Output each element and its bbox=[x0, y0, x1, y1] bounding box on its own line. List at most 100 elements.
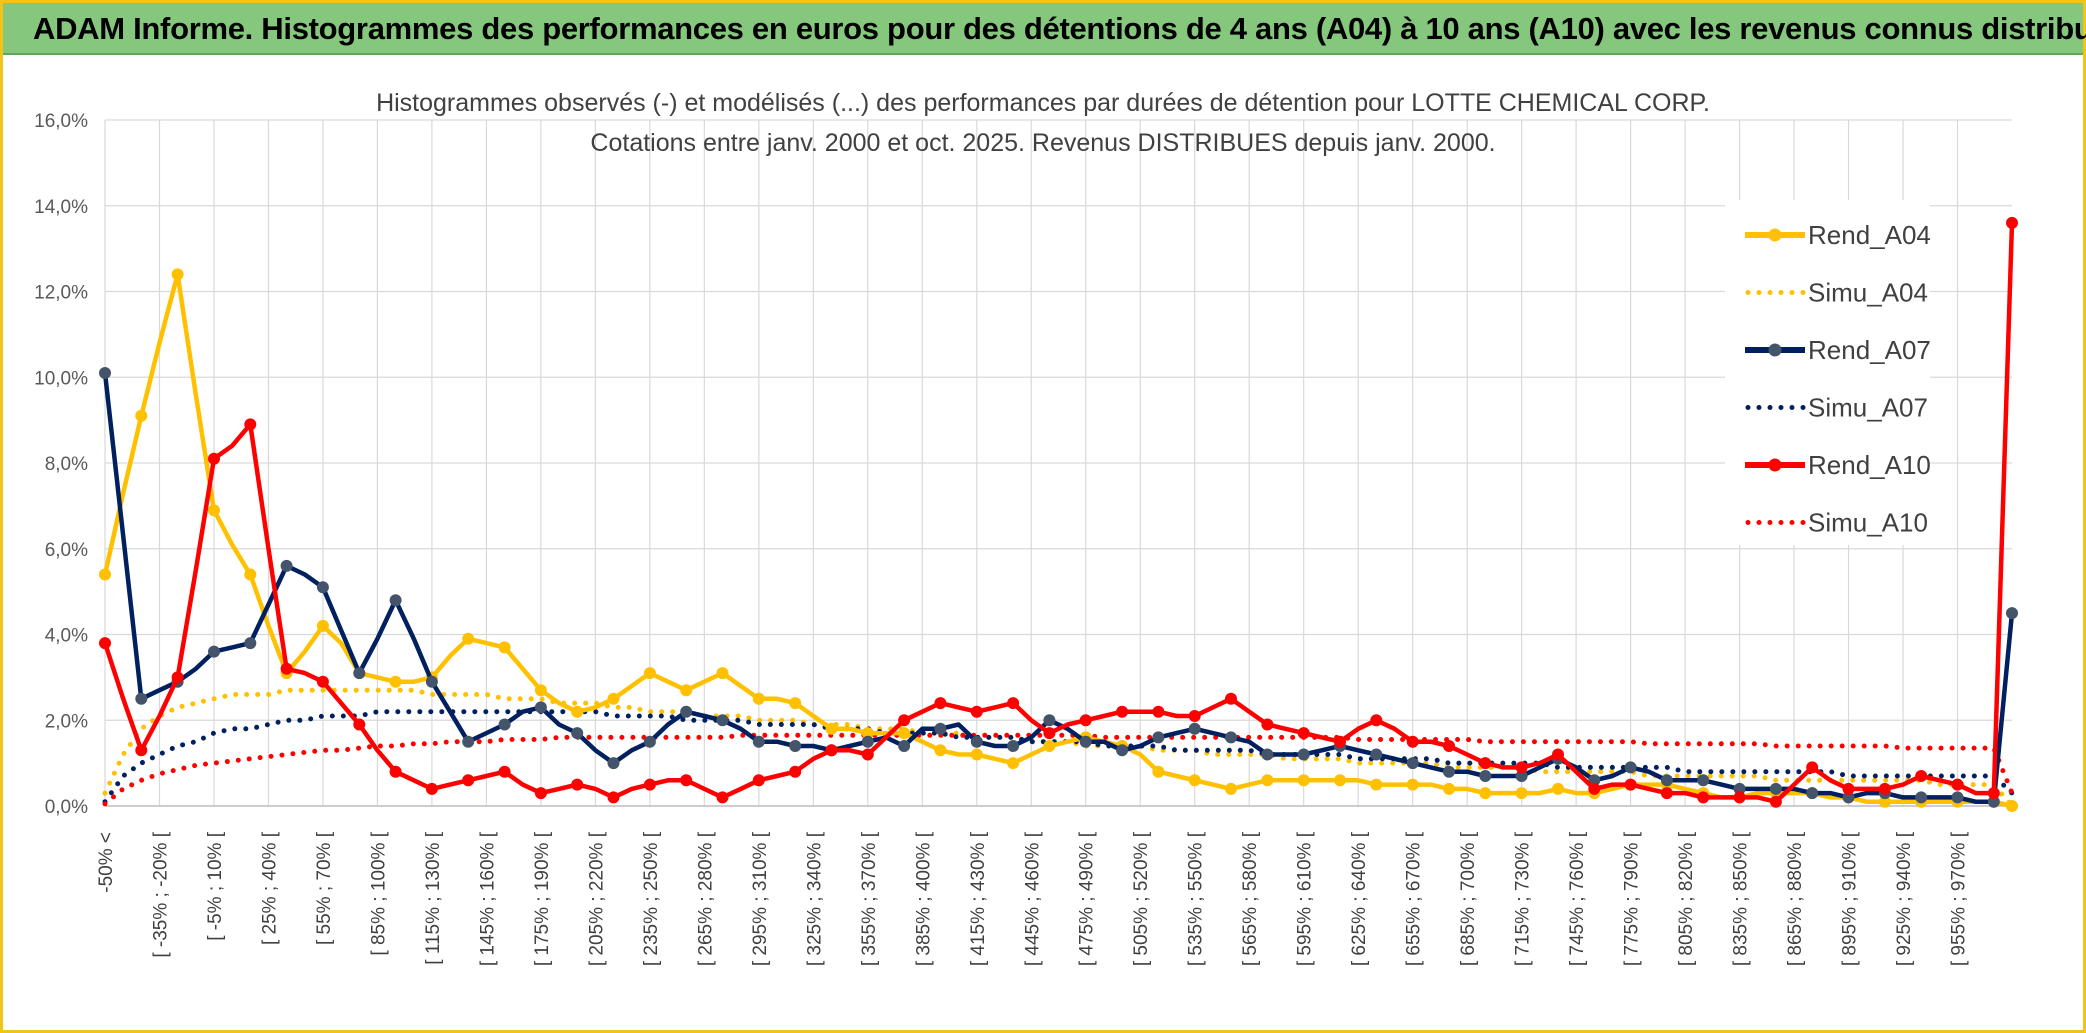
x-tick-label: [ 625% ; 640% [ bbox=[1349, 831, 1370, 966]
x-tick-label: [ 535% ; 550% [ bbox=[1186, 831, 1207, 966]
data-point bbox=[462, 632, 475, 645]
data-point bbox=[716, 667, 729, 680]
x-tick-label: [ 865% ; 880% [ bbox=[1785, 831, 1806, 966]
x-tick-label: [ 55% ; 70% [ bbox=[314, 831, 335, 945]
data-point bbox=[571, 778, 584, 791]
data-point bbox=[1406, 735, 1419, 748]
y-tick-label: 16,0% bbox=[34, 111, 88, 132]
data-point bbox=[1878, 782, 1891, 795]
data-point bbox=[171, 268, 184, 281]
data-point bbox=[1443, 782, 1455, 795]
data-point bbox=[534, 684, 547, 697]
data-point bbox=[135, 692, 148, 705]
y-tick-label: 4,0% bbox=[45, 626, 88, 647]
x-tick-label: [ 25% ; 40% [ bbox=[259, 831, 280, 945]
data-point bbox=[898, 727, 911, 740]
x-tick-label: -50% < bbox=[96, 832, 117, 893]
data-point bbox=[970, 705, 983, 718]
x-tick-label: [ 85% ; 100% [ bbox=[368, 831, 389, 955]
data-point bbox=[1225, 782, 1237, 795]
data-point bbox=[1152, 731, 1165, 744]
data-point bbox=[1297, 727, 1310, 740]
data-point bbox=[1515, 787, 1528, 800]
data-point bbox=[534, 701, 547, 714]
data-point bbox=[898, 740, 911, 752]
data-point bbox=[1552, 748, 1564, 761]
data-point bbox=[752, 774, 765, 787]
data-point bbox=[643, 778, 656, 791]
data-point bbox=[1152, 765, 1165, 778]
data-point bbox=[1806, 787, 1819, 800]
data-point bbox=[1588, 782, 1601, 795]
legend-label: Simu_A04 bbox=[1808, 278, 1928, 308]
data-point bbox=[1261, 774, 1274, 787]
y-tick-label: 6,0% bbox=[45, 540, 88, 561]
data-point bbox=[1733, 791, 1746, 804]
x-tick-label: [ 655% ; 670% [ bbox=[1404, 831, 1425, 966]
data-point bbox=[1479, 757, 1492, 770]
data-point bbox=[1225, 692, 1237, 705]
data-point bbox=[643, 667, 656, 680]
x-tick-label: [ 505% ; 520% [ bbox=[1131, 831, 1152, 966]
data-point bbox=[1443, 765, 1455, 778]
series-layer bbox=[99, 216, 2018, 812]
data-point bbox=[498, 718, 511, 731]
legend-marker bbox=[1768, 458, 1782, 472]
data-point bbox=[1987, 787, 2000, 800]
x-tick-label: [ 715% ; 730% [ bbox=[1513, 831, 1534, 966]
y-tick-label: 8,0% bbox=[45, 454, 88, 475]
data-point bbox=[1297, 748, 1310, 761]
data-point bbox=[99, 367, 111, 379]
data-point bbox=[316, 619, 329, 632]
x-tick-label: [ 175% ; 190% [ bbox=[532, 831, 553, 966]
y-tick-label: 2,0% bbox=[45, 711, 88, 732]
data-point bbox=[861, 748, 874, 761]
x-tick-label: [ 835% ; 850% [ bbox=[1731, 831, 1752, 966]
x-tick-label: [ 445% ; 460% [ bbox=[1022, 831, 1043, 966]
data-point bbox=[1334, 735, 1346, 748]
data-point bbox=[462, 774, 475, 787]
data-point bbox=[135, 744, 148, 757]
data-point bbox=[389, 675, 402, 688]
y-axis-ticks: 0,0% 2,0% 4,0% 6,0% 8,0% 10,0% 12,0% 14,0% 16,0% bbox=[34, 111, 88, 818]
x-tick-label: [ 415% ; 430% [ bbox=[968, 831, 989, 966]
data-point bbox=[208, 452, 220, 465]
data-point bbox=[680, 705, 693, 718]
data-point bbox=[2006, 216, 2018, 229]
data-point bbox=[607, 757, 620, 770]
data-point bbox=[607, 692, 620, 705]
data-point bbox=[825, 722, 838, 735]
data-point bbox=[825, 744, 838, 757]
series-line-simu_a10 bbox=[102, 732, 2015, 807]
data-point bbox=[1261, 718, 1274, 731]
data-point bbox=[1915, 770, 1928, 782]
data-point bbox=[1188, 710, 1201, 722]
data-point bbox=[1370, 748, 1383, 761]
data-point bbox=[1007, 697, 1020, 710]
x-tick-label: [ -35% ; -20% [ bbox=[150, 831, 171, 957]
data-point bbox=[1951, 791, 1964, 804]
data-point bbox=[1769, 795, 1782, 808]
data-point bbox=[1297, 774, 1310, 787]
data-point bbox=[425, 675, 438, 688]
data-point bbox=[498, 641, 511, 654]
series-line-rend_a07 bbox=[102, 372, 2015, 804]
data-point bbox=[934, 722, 947, 735]
data-point bbox=[571, 705, 584, 718]
y-tick-label: 0,0% bbox=[45, 797, 88, 818]
x-tick-label: [ 805% ; 820% [ bbox=[1676, 831, 1697, 966]
data-point bbox=[244, 418, 257, 431]
data-point bbox=[1479, 787, 1492, 800]
data-point bbox=[934, 744, 947, 757]
chart-subtitle: Cotations entre janv. 2000 et oct. 2025.… bbox=[590, 129, 1495, 157]
series-line-rend_a04 bbox=[102, 272, 2013, 809]
x-tick-label: [ 925% ; 940% [ bbox=[1894, 831, 1915, 966]
y-tick-label: 14,0% bbox=[34, 197, 88, 218]
x-axis-ticks: -50% < [ -35% ; -20% [[ -5% ; 10% [[ 25% … bbox=[96, 831, 1970, 966]
data-point bbox=[680, 774, 693, 787]
legend-marker bbox=[1768, 343, 1782, 357]
series-line-simu_a04 bbox=[102, 687, 2015, 809]
data-point bbox=[716, 714, 729, 727]
data-point bbox=[1043, 727, 1056, 740]
